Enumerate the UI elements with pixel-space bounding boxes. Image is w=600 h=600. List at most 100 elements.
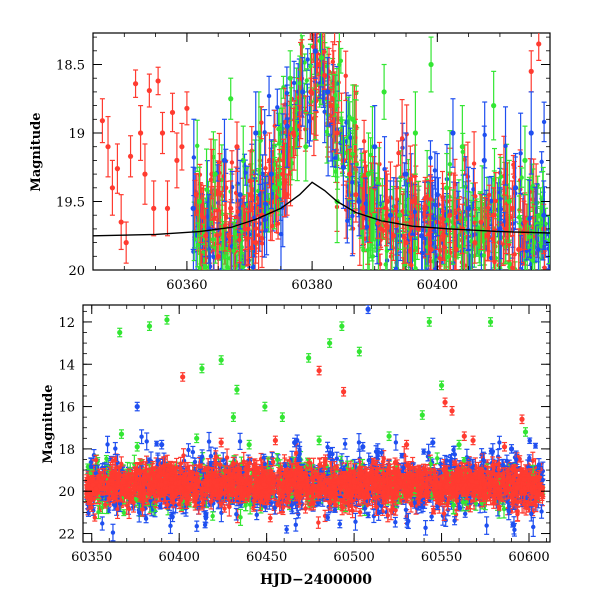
- top-cloud-point: [530, 229, 536, 270]
- top-blue-point: [221, 118, 228, 203]
- top-green-point: [287, 50, 293, 107]
- bottom-x-axis-label: HJD−2400000: [260, 572, 372, 588]
- top-blue-point: [372, 105, 378, 189]
- bottom-band-point: [105, 435, 111, 454]
- top-cloud-point: [450, 189, 456, 265]
- bottom-x-tick-label: 60350: [71, 550, 112, 565]
- top-red-point: [193, 173, 199, 216]
- top-cloud-point: [310, 33, 316, 63]
- top-cloud-point: [541, 101, 547, 143]
- top-y-tick-label: 19.5: [56, 196, 85, 211]
- bottom-band-point: [484, 516, 490, 535]
- top-cloud-point: [311, 0, 316, 10]
- top-cloud-point: [370, 171, 376, 251]
- top-blue-point: [403, 132, 409, 216]
- top-red-point: [536, 33, 542, 61]
- top-red-point: [390, 210, 397, 262]
- top-x-tick-label: 60360: [166, 278, 207, 293]
- top-red-point: [447, 187, 453, 244]
- top-y-tick-label: 18.5: [56, 59, 85, 74]
- top-cloud-point: [382, 136, 388, 203]
- top-cloud-point: [229, 150, 235, 175]
- top-red-point: [472, 221, 478, 264]
- bottom-band-point: [99, 516, 105, 531]
- bottom-band-point: [357, 507, 363, 517]
- top-green-point: [412, 91, 419, 175]
- top-cloud-point: [235, 193, 241, 231]
- top-y-tick-label: 19: [68, 127, 85, 142]
- bottom-x-tick-label: 60550: [421, 550, 462, 565]
- top-cloud-point: [324, 99, 330, 164]
- top-red-point: [242, 207, 248, 251]
- top-red-point: [359, 187, 365, 230]
- top-cloud-point: [262, 175, 268, 232]
- top-cloud-point: [383, 214, 389, 238]
- top-cloud-point: [266, 75, 272, 117]
- top-blue-point: [497, 187, 503, 270]
- top-red-point: [234, 121, 240, 172]
- bottom-y-tick-label: 16: [58, 401, 75, 416]
- top-cloud-point: [306, 95, 312, 147]
- bottom-band-point: [139, 429, 145, 445]
- top-red-point: [503, 203, 509, 255]
- bottom-band-point: [342, 438, 348, 450]
- top-red-point: [114, 143, 121, 194]
- top-x-tick-label: 60380: [291, 278, 332, 293]
- bottom-band-point: [352, 512, 358, 531]
- top-plot-area: [93, 0, 550, 293]
- top-y-axis-label: Magnitude: [29, 112, 44, 191]
- top-cloud-point: [395, 140, 401, 166]
- top-green-point: [365, 132, 372, 216]
- top-cloud-point: [539, 276, 544, 293]
- top-cloud-point: [413, 237, 419, 270]
- top-green-point: [522, 125, 528, 196]
- top-red-point: [123, 221, 129, 264]
- top-red-point: [137, 105, 144, 162]
- top-blue-point: [512, 152, 519, 223]
- top-cloud-point: [274, 88, 280, 127]
- top-red-point: [428, 228, 434, 270]
- top-red-point: [151, 180, 157, 237]
- top-red-point: [159, 111, 166, 155]
- top-green-point: [196, 166, 203, 237]
- top-blue-point: [419, 200, 425, 270]
- bottom-band-point: [421, 448, 427, 455]
- top-blue-point: [356, 166, 362, 237]
- top-red-point: [127, 135, 134, 178]
- bottom-x-tick-label: 60450: [246, 550, 287, 565]
- bottom-x-tick-label: 60400: [159, 550, 200, 565]
- top-green-point: [350, 84, 356, 155]
- top-green-point: [459, 105, 465, 189]
- top-blue-point: [268, 139, 275, 209]
- bottom-y-tick-label: 20: [58, 485, 75, 500]
- top-cloud-point: [503, 106, 509, 186]
- top-red-point: [334, 111, 340, 155]
- top-red-point: [109, 159, 116, 216]
- bottom-plot-area: [84, 305, 546, 542]
- top-red-point: [164, 180, 171, 237]
- top-y-tick-label: 20: [68, 264, 85, 279]
- top-blue-point: [466, 166, 472, 251]
- bottom-band-point: [222, 504, 228, 513]
- top-blue-point: [284, 84, 290, 168]
- bottom-band-point: [452, 516, 458, 526]
- top-red-point: [415, 203, 422, 255]
- bottom-panel: 60350 60400 60450 60500 60550 606001214161820…: [41, 304, 551, 588]
- top-blue-point: [300, 57, 306, 127]
- top-blue-point: [325, 57, 331, 127]
- top-red-point: [184, 91, 190, 126]
- top-cloud-point: [432, 236, 438, 270]
- top-blue-point: [434, 152, 440, 237]
- top-cloud-point: [349, 175, 355, 257]
- top-panel: 60360 60380 60400 18.5 19 19.5 20 Magnitude: [29, 0, 551, 293]
- top-x-tick-label: 60400: [417, 278, 458, 293]
- top-cloud-point: [248, 237, 254, 259]
- top-green-point: [506, 159, 512, 244]
- bottom-band-point: [329, 446, 335, 462]
- top-cloud-point: [428, 165, 434, 233]
- top-cloud-point: [332, 33, 338, 46]
- top-green-point: [271, 146, 278, 230]
- top-red-point: [146, 73, 152, 108]
- top-red-point: [155, 66, 161, 96]
